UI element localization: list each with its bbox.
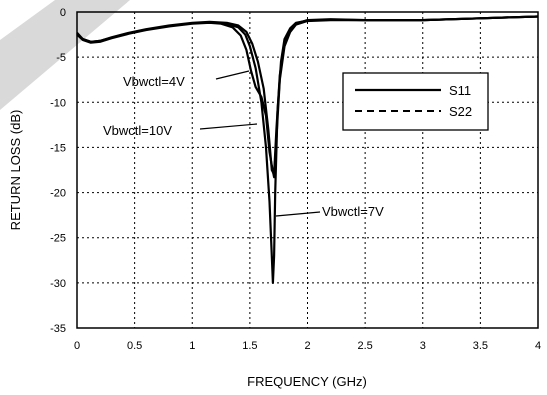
x-tick-label: 1: [189, 340, 195, 352]
legend: S11 S22: [342, 72, 489, 131]
annotation-label: Vbwctl=7V: [322, 204, 384, 219]
y-tick-label: -15: [50, 142, 66, 154]
watermark-stripe: [0, 0, 130, 110]
x-axis-label: FREQUENCY (GHz): [247, 374, 367, 389]
annotation-leader: [215, 70, 250, 80]
x-tick-label: 3: [420, 340, 426, 352]
legend-label-s22: S22: [449, 104, 472, 119]
y-tick-label: -35: [50, 323, 66, 335]
y-axis-label: RETURN LOSS (dB): [8, 110, 23, 231]
annotation-leader: [275, 211, 321, 217]
series-line-3: [76, 15, 539, 284]
y-tick-label: -20: [50, 188, 66, 200]
x-tick-label: 3.5: [473, 340, 488, 352]
grid: [77, 12, 538, 328]
y-tick-label: -5: [56, 52, 66, 64]
x-tick-label: 4: [535, 340, 541, 352]
annotation-label: Vbwctl=10V: [103, 123, 172, 138]
x-tick-label: 0.5: [127, 340, 142, 352]
x-tick-labels: 0 0.5 1 1.5 2 2.5 3 3.5 4: [74, 340, 541, 352]
y-tick-labels: 0 -5 -10 -15 -20 -25 -30 -35: [50, 7, 66, 335]
y-tick-label: -30: [50, 278, 66, 290]
legend-box: [342, 72, 489, 131]
y-tick-label: 0: [60, 7, 66, 19]
x-tick-label: 1.5: [242, 340, 257, 352]
plot-area: [76, 11, 539, 329]
y-tick-label: -10: [50, 97, 66, 109]
annotation-label: Vbwctl=4V: [123, 74, 185, 89]
x-tick-label: 0: [74, 340, 80, 352]
y-tick-label: -25: [50, 233, 66, 245]
series-group: [76, 15, 539, 284]
legend-label-s11: S11: [449, 83, 471, 98]
x-tick-label: 2: [304, 340, 310, 352]
x-tick-label: 2.5: [357, 340, 372, 352]
annotations: Vbwctl=4V Vbwctl=10V Vbwctl=7V: [103, 70, 384, 219]
annotation-leader: [199, 123, 258, 130]
